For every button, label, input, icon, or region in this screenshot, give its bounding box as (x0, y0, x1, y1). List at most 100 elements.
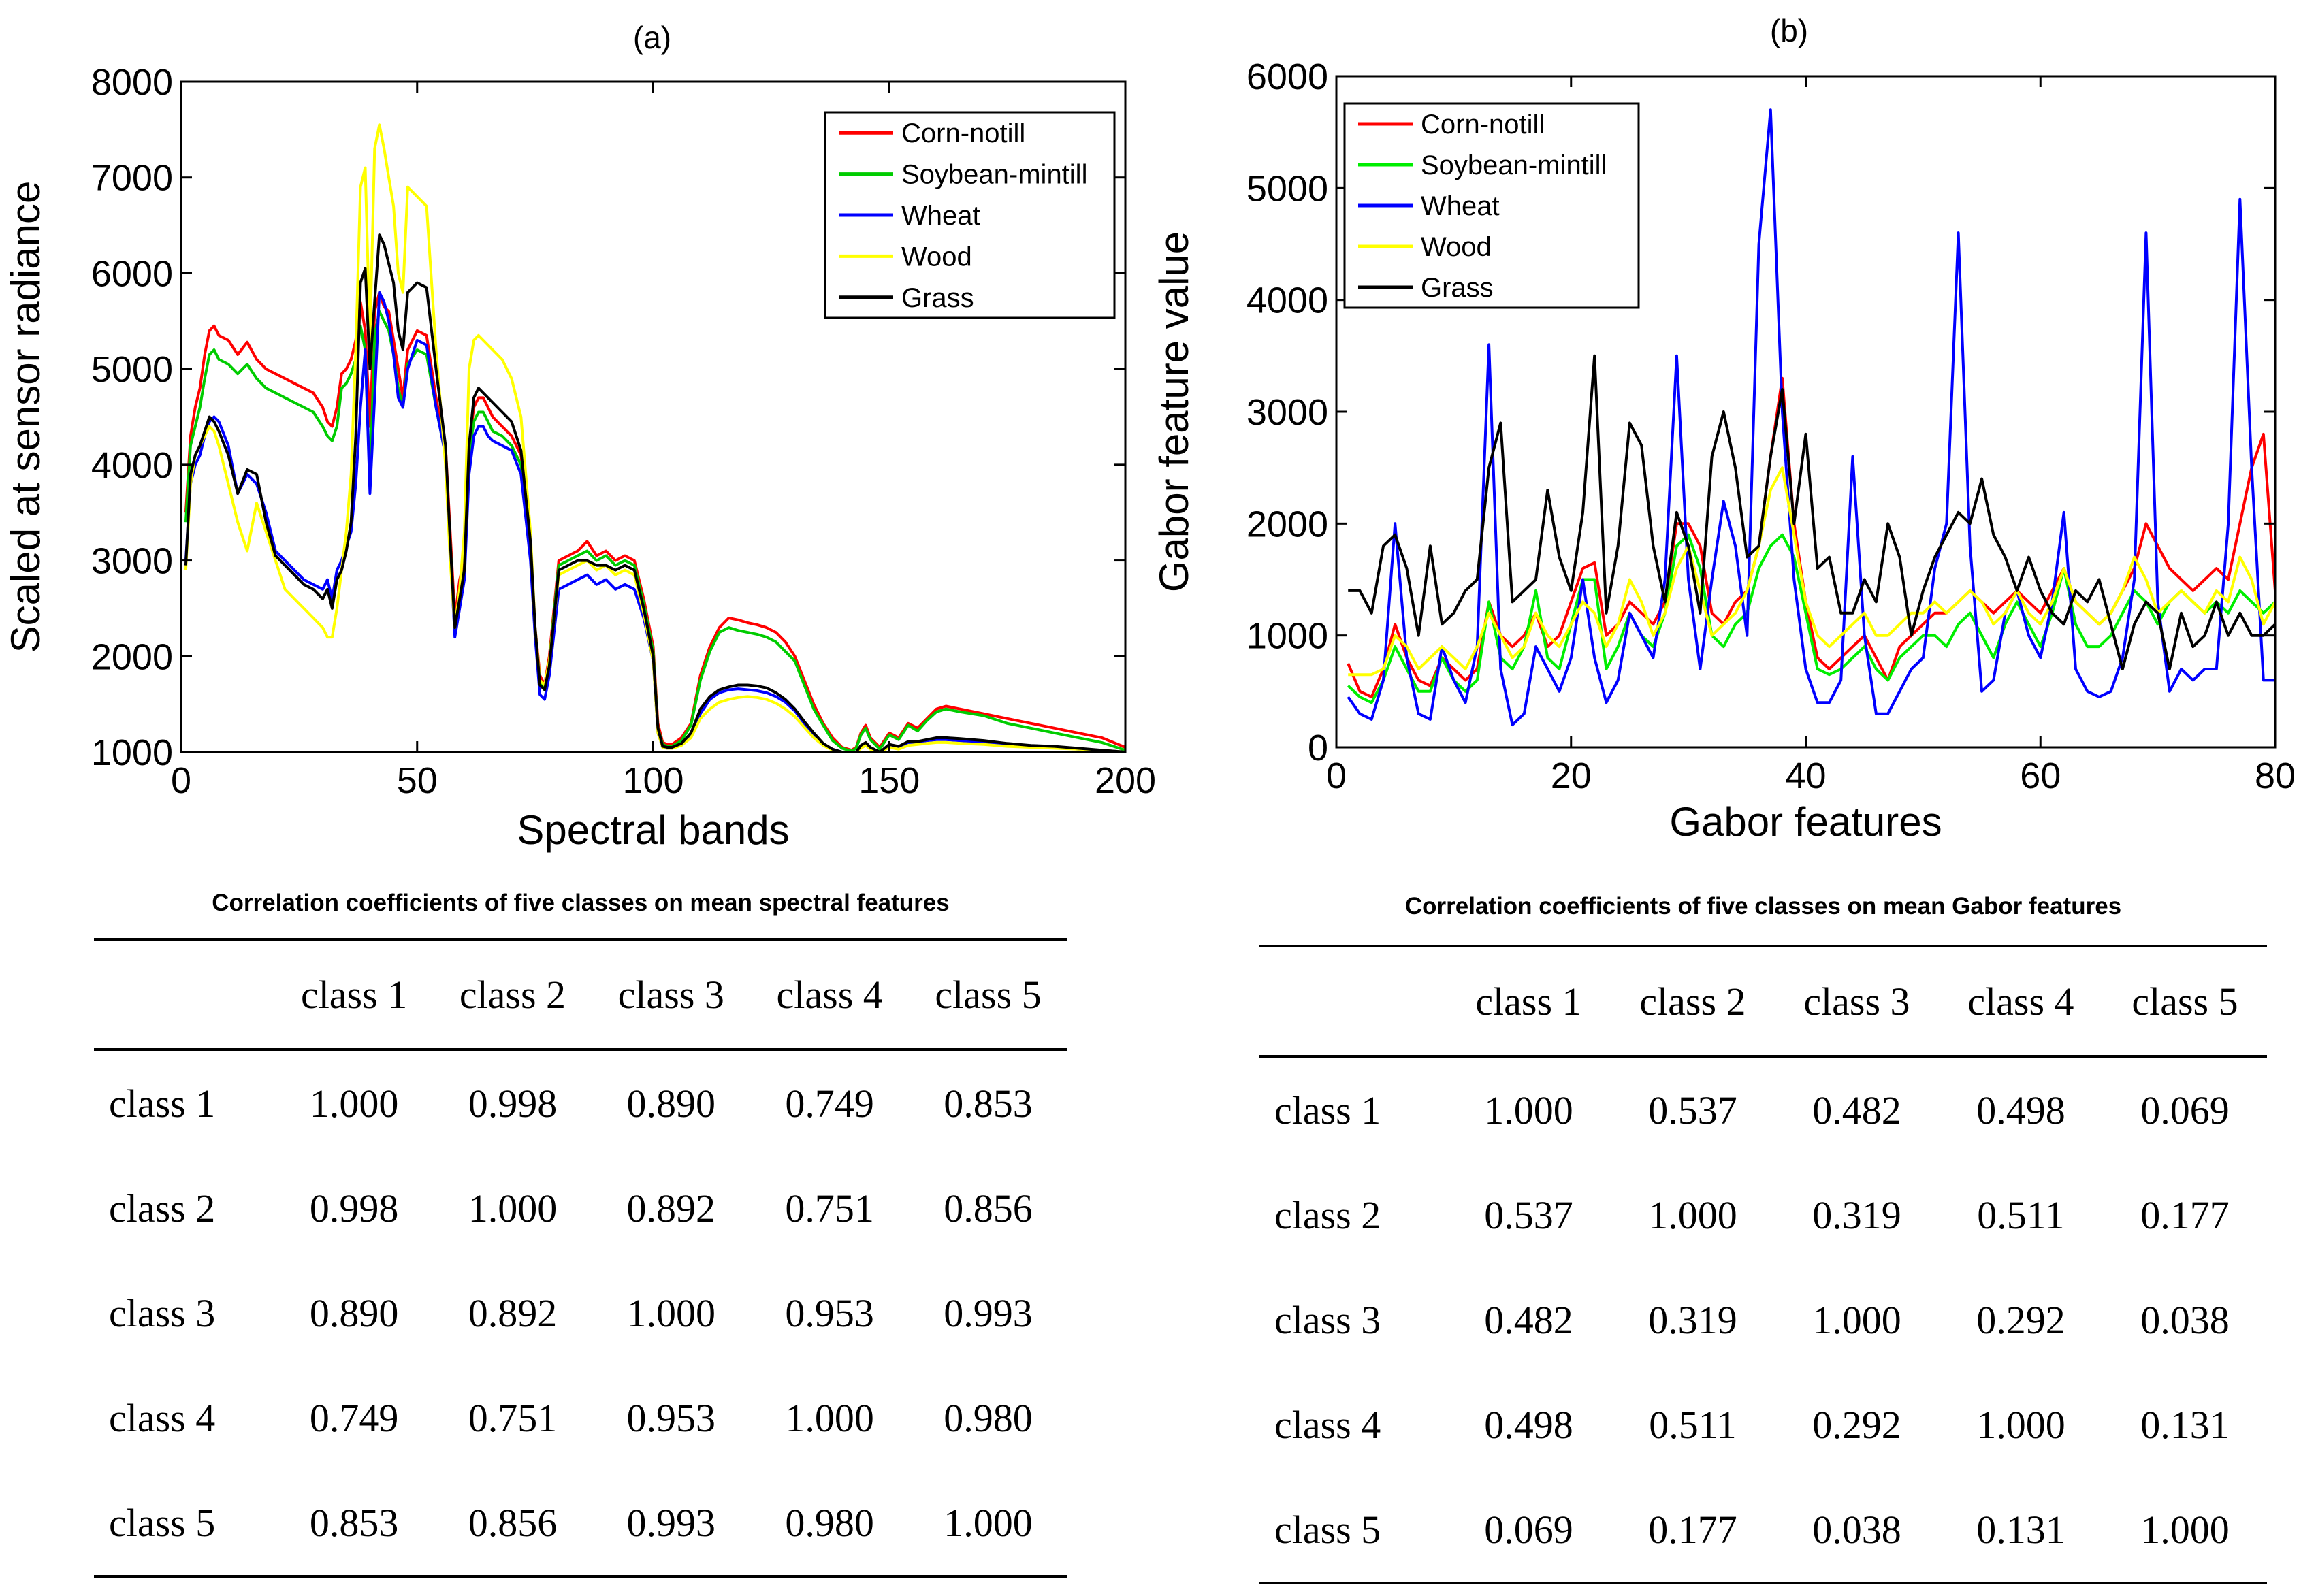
series-line-wood (1348, 466, 2275, 677)
table-cell: 0.953 (785, 1290, 874, 1335)
column-header: class 2 (433, 938, 592, 1051)
table-cell: 0.482 (1812, 1088, 1901, 1133)
x-tick-label: 0 (1326, 755, 1347, 796)
table-cell: 0.890 (626, 1081, 716, 1126)
row-header: class 3 (109, 1290, 216, 1335)
y-tick-label: 1000 (91, 732, 173, 773)
y-axis-title: Scaled at sensor radiance (3, 181, 48, 653)
series-line-grass (1348, 354, 2275, 670)
table-cell: 0.890 (309, 1290, 399, 1335)
x-axis-title: Gabor features (1669, 799, 1942, 845)
table-cell: 0.751 (785, 1186, 874, 1231)
x-tick-label: 40 (1785, 755, 1826, 796)
table-row: class 4 0.498 0.511 0.292 1.000 0.131 (1259, 1372, 2267, 1477)
x-tick-label: 60 (2020, 755, 2061, 796)
legend-label: Soybean-mintill (1421, 150, 1607, 180)
table-cell: 0.853 (274, 1470, 434, 1578)
table-cell: 0.998 (468, 1081, 558, 1126)
y-tick-label: 4000 (91, 445, 173, 486)
table-cell: 1.000 (2102, 1477, 2267, 1584)
column-header: class 2 (1610, 945, 1775, 1058)
table-title-spectral: Correlation coefficients of five classes… (212, 890, 950, 916)
table-row: class 1 1.000 0.537 0.482 0.498 0.069 (1259, 1056, 2267, 1162)
column-header: class 1 (1446, 945, 1611, 1058)
gabor-feature-chart: 0 20 40 60 80 0 1000 2000 3000 4000 5000 6000 Gabor … (1151, 56, 2296, 845)
table-cell: 0.853 (944, 1081, 1033, 1126)
series-line-soybean-mintill (1347, 533, 2275, 704)
table-header-row: class 1 class 2 class 3 class 4 class 5 (1259, 945, 2267, 1058)
table-cell: 0.069 (1446, 1477, 1611, 1584)
table-cell: 1.000 (1648, 1192, 1737, 1237)
series-line-grass (184, 233, 1125, 752)
table-corner (94, 938, 275, 1051)
table-cell: 0.069 (2140, 1088, 2230, 1133)
table-row: class 3 0.890 0.892 1.000 0.953 0.993 (94, 1260, 1067, 1365)
table-cell: 1.000 (909, 1470, 1067, 1578)
table-cell: 0.511 (1977, 1192, 2065, 1237)
table-cell: 0.537 (1648, 1088, 1737, 1133)
table-cell: 1.000 (309, 1081, 399, 1126)
legend-label: Wheat (901, 201, 980, 231)
panel-label-a: (a) (632, 20, 672, 55)
column-header: class 4 (750, 938, 910, 1051)
table-cell: 1.000 (785, 1395, 874, 1440)
table-cell: 0.953 (626, 1395, 716, 1440)
y-tick-label: 7000 (91, 158, 173, 199)
y-tick-label: 3000 (91, 541, 173, 582)
y-tick-label: 6000 (91, 253, 173, 294)
row-header: class 5 (94, 1470, 275, 1578)
correlation-table-gabor: class 1 class 2 class 3 class 4 class 5 … (1259, 945, 2267, 1584)
legend-label: Wood (901, 242, 972, 272)
table-cell: 0.751 (468, 1395, 558, 1440)
table-cell: 1.000 (1484, 1088, 1573, 1133)
legend-label: Wood (1421, 232, 1492, 262)
table-cell: 0.980 (750, 1470, 910, 1578)
table-row: class 2 0.537 1.000 0.319 0.511 0.177 (1259, 1162, 2267, 1267)
legend-label: Wheat (1421, 191, 1500, 221)
table-row: class 2 0.998 1.000 0.892 0.751 0.856 (94, 1156, 1067, 1260)
x-tick-label: 150 (858, 760, 920, 801)
table-row: class 1 1.000 0.998 0.890 0.749 0.853 (94, 1049, 1067, 1156)
y-axis-title: Gabor feature value (1151, 231, 1197, 592)
table-header-row: class 1 class 2 class 3 class 4 class 5 (94, 938, 1067, 1051)
column-header: class 5 (2102, 945, 2267, 1058)
y-tick-label: 3000 (1247, 392, 1328, 433)
row-header: class 2 (109, 1186, 216, 1231)
table-cell: 0.482 (1484, 1297, 1573, 1342)
row-header: class 5 (1259, 1477, 1447, 1584)
x-tick-label: 0 (171, 760, 191, 801)
table-corner (1259, 945, 1447, 1058)
y-tick-label: 5000 (1247, 168, 1328, 209)
table-row: class 4 0.749 0.751 0.953 1.000 0.980 (94, 1365, 1067, 1470)
table-cell: 0.511 (1649, 1402, 1737, 1447)
table-cell: 0.498 (1976, 1088, 2065, 1133)
legend-label: Grass (901, 283, 974, 313)
table-cell: 1.000 (1976, 1402, 2065, 1447)
table-cell: 0.177 (2140, 1192, 2230, 1237)
legend-label: Corn-notill (1421, 110, 1545, 140)
y-tick-label: 2000 (1247, 504, 1328, 544)
row-header: class 1 (1274, 1088, 1381, 1133)
table-cell: 0.993 (592, 1470, 751, 1578)
table-cell: 0.980 (944, 1395, 1033, 1440)
row-header: class 4 (1274, 1402, 1381, 1447)
table-cell: 0.131 (2140, 1402, 2230, 1447)
table-cell: 0.292 (1812, 1402, 1901, 1447)
x-tick-label: 50 (397, 760, 438, 801)
x-tick-label: 200 (1095, 760, 1156, 801)
panel-label-b: (b) (1769, 13, 1809, 48)
table-cell: 0.892 (626, 1186, 716, 1231)
table-cell: 0.856 (944, 1186, 1033, 1231)
table-cell: 0.038 (1774, 1477, 1939, 1584)
table-title-gabor: Correlation coefficients of five classes… (1404, 893, 2122, 919)
row-header: class 2 (1274, 1192, 1381, 1237)
row-header: class 3 (1274, 1297, 1381, 1342)
table-cell: 0.498 (1484, 1402, 1573, 1447)
column-header: class 3 (1774, 945, 1939, 1058)
legend-label: Soybean-mintill (901, 160, 1087, 190)
row-header: class 1 (109, 1081, 216, 1126)
table-cell: 0.993 (944, 1290, 1033, 1335)
table-cell: 0.131 (1938, 1477, 2103, 1584)
legend-label: Grass (1421, 273, 1494, 303)
table-cell: 0.292 (1976, 1297, 2065, 1342)
